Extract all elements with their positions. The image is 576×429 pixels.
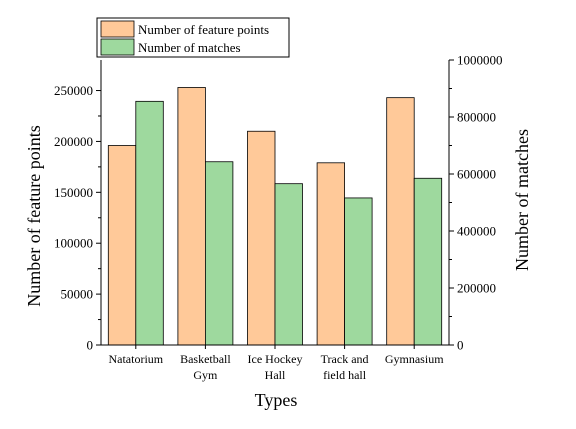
legend-label-feature-points: Number of feature points [138, 22, 269, 37]
category-label-0-0: Natatorium [108, 352, 163, 366]
y-axis-label-right: Number of matches [512, 129, 532, 271]
y-left-tick-label-1: 50000 [61, 287, 94, 302]
bar-feature-points-3 [316, 162, 346, 346]
y-left-tick-label-2: 100000 [54, 236, 93, 251]
legend-label-matches: Number of matches [138, 40, 241, 55]
y-left-tick-label-3: 150000 [54, 185, 93, 200]
bar-matches-0 [135, 100, 164, 346]
category-label-2-0: Ice Hockey [248, 352, 303, 366]
bar-feature-points-0 [107, 145, 137, 346]
category-label-3-1: field hall [323, 368, 367, 382]
bar-feature-points-1 [177, 87, 206, 346]
y-left-tick-label-5: 250000 [54, 83, 93, 98]
y-right-tick-label-3: 600000 [457, 167, 496, 182]
category-label-2-1: Hall [265, 368, 286, 382]
bar-matches-3 [344, 197, 373, 346]
y-left-tick-label-0: 0 [87, 338, 94, 353]
y-right-tick-label-1: 200000 [457, 281, 496, 296]
bar-matches-4 [413, 177, 443, 346]
y-left-tick-label-4: 200000 [54, 134, 93, 149]
legend: Number of feature points Number of match… [96, 17, 290, 58]
category-label-4-0: Gymnasium [385, 352, 444, 366]
bar-matches-2 [274, 183, 303, 346]
bar-feature-points-2 [247, 130, 276, 346]
y-right-tick-label-5: 1000000 [457, 53, 503, 68]
category-label-1-0: Basketball [180, 352, 231, 366]
y-right-tick-label-4: 800000 [457, 110, 496, 125]
bar-matches-1 [204, 161, 234, 346]
category-label-3-0: Track and [321, 352, 369, 366]
y-right-tick-label-2: 400000 [457, 224, 496, 239]
legend-swatch-matches [100, 38, 135, 56]
y-right-tick-label-0: 0 [457, 338, 464, 353]
category-label-1-1: Gym [193, 368, 218, 382]
bar-feature-points-4 [386, 97, 415, 346]
legend-swatch-feature-points [100, 20, 135, 38]
x-axis-label: Types [255, 390, 298, 410]
ticks-layer: 0 50000 100000 150000 200000 250000 0 200000 400… [54, 53, 503, 353]
y-axis-label-left: Number of feature points [24, 125, 44, 306]
bars-layer [107, 87, 443, 346]
category-labels: Natatorium Basketball Gym Ice Hockey Hall Tra… [108, 345, 444, 382]
